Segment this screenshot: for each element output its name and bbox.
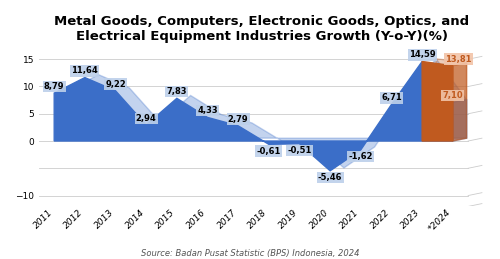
Text: 7,83: 7,83 <box>166 87 187 96</box>
Text: 2,79: 2,79 <box>228 115 248 124</box>
Text: 6,71: 6,71 <box>381 93 402 102</box>
Polygon shape <box>453 63 466 141</box>
Title: Metal Goods, Computers, Electronic Goods, Optics, and
Electrical Equipment Indus: Metal Goods, Computers, Electronic Goods… <box>54 15 470 43</box>
Polygon shape <box>54 61 453 171</box>
Polygon shape <box>436 59 466 138</box>
Text: -0,61: -0,61 <box>256 147 281 155</box>
Polygon shape <box>422 61 453 141</box>
Text: 7,10: 7,10 <box>442 91 463 100</box>
Text: 9,22: 9,22 <box>105 80 126 89</box>
Text: 14,59: 14,59 <box>409 50 436 59</box>
Text: 11,64: 11,64 <box>72 66 98 75</box>
Text: 13,81: 13,81 <box>445 55 471 63</box>
Text: 2,94: 2,94 <box>136 114 156 123</box>
Polygon shape <box>68 59 466 168</box>
Text: 4,33: 4,33 <box>197 106 218 115</box>
Text: -5,46: -5,46 <box>318 173 342 182</box>
Polygon shape <box>453 99 466 141</box>
Text: -0,51: -0,51 <box>288 146 312 155</box>
Text: 8,79: 8,79 <box>44 82 64 91</box>
Text: -1,62: -1,62 <box>348 152 373 161</box>
Text: Source: Badan Pusat Statistic (BPS) Indonesia, 2024: Source: Badan Pusat Statistic (BPS) Indo… <box>141 249 359 258</box>
